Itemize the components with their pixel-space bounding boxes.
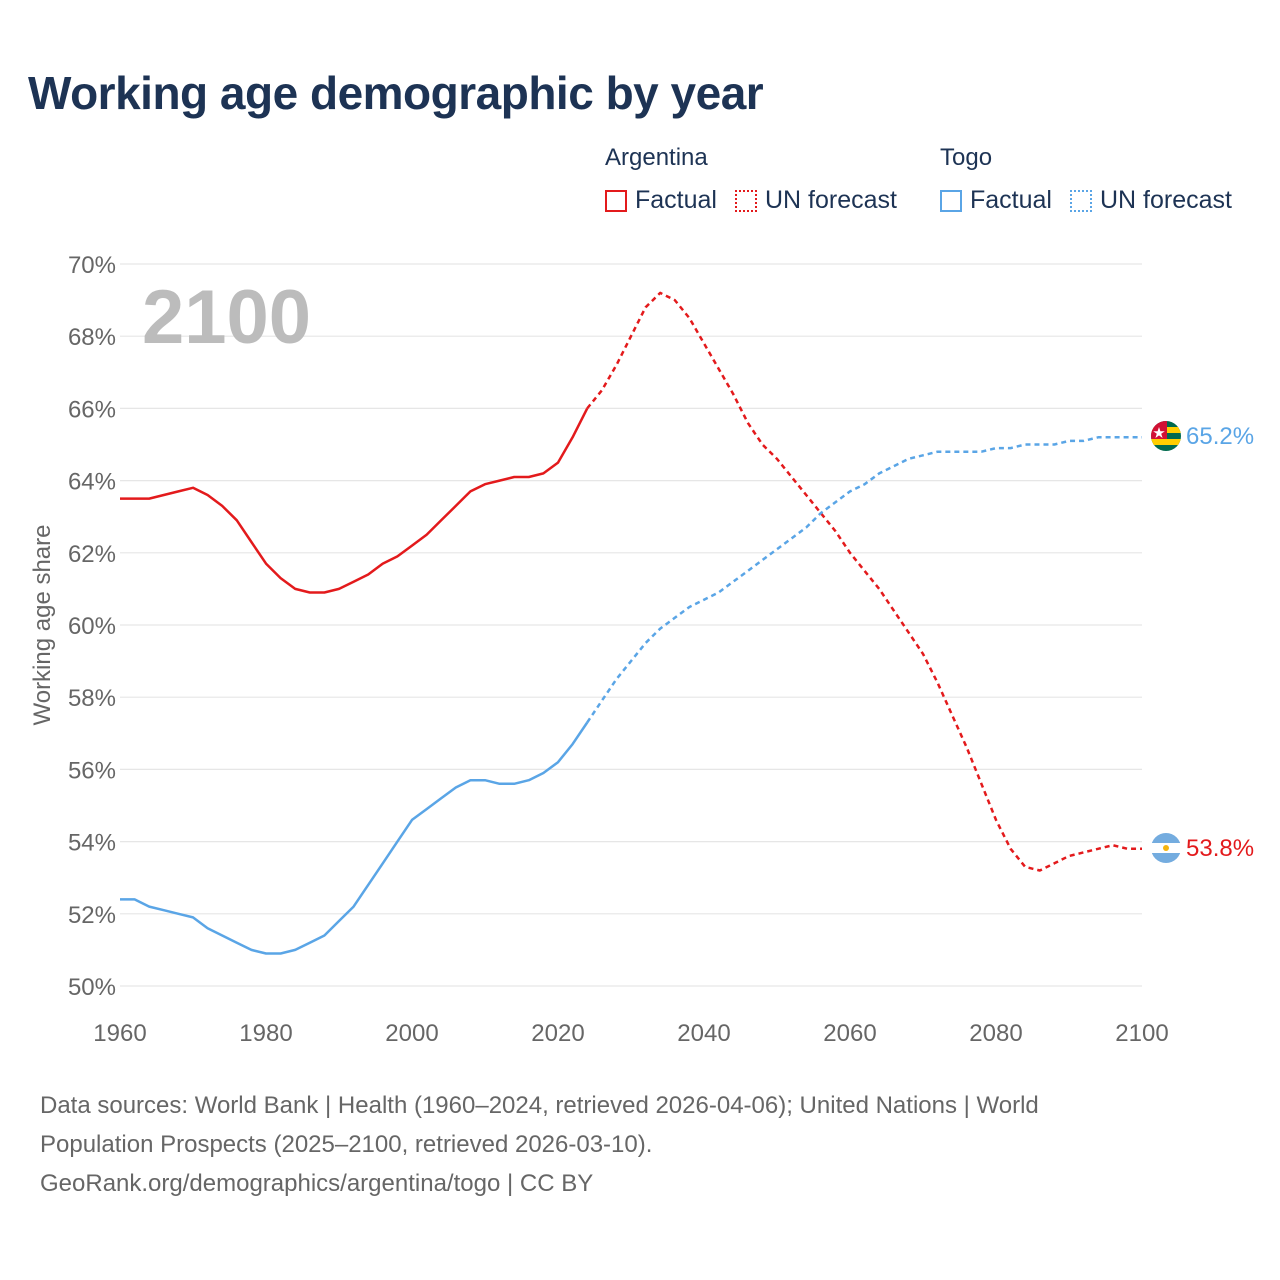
y-tick-label: 70% xyxy=(68,252,116,279)
legend-item-argentina-forecast[interactable]: UN forecast xyxy=(734,186,897,215)
legend-label-argentina-factual: Factual xyxy=(635,186,717,214)
togo-flag-icon xyxy=(1151,421,1181,451)
x-tick-label: 2020 xyxy=(531,1020,584,1047)
line-chart: 50%52%54%56%58%60%62%64%66%68%70% 1960 19… xyxy=(29,252,1254,1047)
legend-swatch-argentina-forecast xyxy=(734,189,757,212)
y-tick-label: 56% xyxy=(68,757,116,784)
series-line-argentina-factual xyxy=(120,407,589,594)
end-label-argentina: 53.8% xyxy=(1186,835,1254,862)
argentina-flag-icon xyxy=(1151,833,1181,863)
legend-togo: Togo Factual UN forecast xyxy=(940,144,1250,215)
end-label-togo: 65.2% xyxy=(1186,423,1254,450)
legend-swatch-togo-forecast xyxy=(1069,189,1092,212)
legend-country-togo: Togo xyxy=(940,144,993,171)
source-link[interactable]: GeoRank.org/demographics/argentina/togo … xyxy=(40,1170,594,1197)
legend-item-togo-forecast[interactable]: UN forecast xyxy=(1069,186,1232,215)
gridlines xyxy=(120,263,1142,987)
legend-label-argentina-forecast: UN forecast xyxy=(764,186,897,214)
series-line-argentina-forecast xyxy=(586,291,1142,872)
legend-country-argentina: Argentina xyxy=(605,144,708,171)
x-axis-ticks: 1960 1980 2000 2020 2040 2060 2080 2100 xyxy=(93,1020,1168,1047)
y-tick-label: 64% xyxy=(68,469,116,496)
y-tick-label: 58% xyxy=(68,685,116,712)
y-tick-label: 54% xyxy=(68,830,116,857)
x-tick-label: 2100 xyxy=(1115,1020,1168,1047)
y-axis-label: Working age share xyxy=(29,525,56,726)
y-tick-label: 52% xyxy=(68,902,116,929)
series-line-togo-factual xyxy=(120,721,589,955)
x-tick-label: 2000 xyxy=(385,1020,438,1047)
y-tick-label: 62% xyxy=(68,541,116,568)
y-axis-ticks: 50% 52% 54% 56% 58% 60% 62% 64% 66% 68% 70% xyxy=(68,252,116,1001)
source-line-1: Data sources: World Bank | Health (1960–… xyxy=(40,1092,1039,1119)
legend-label-togo-forecast: UN forecast xyxy=(1099,186,1232,214)
source-line-2: Population Prospects (2025–2100, retriev… xyxy=(40,1131,653,1158)
chart-title: Working age demographic by year xyxy=(28,67,764,119)
x-tick-label: 1960 xyxy=(93,1020,146,1047)
legend-swatch-togo-factual xyxy=(940,189,962,212)
data-sources: Data sources: World Bank | Health (1960–… xyxy=(40,1086,1220,1203)
y-tick-label: 66% xyxy=(68,396,116,423)
y-tick-label: 50% xyxy=(68,974,116,1001)
legend-item-argentina-factual[interactable]: Factual xyxy=(605,186,717,215)
x-tick-label: 2060 xyxy=(823,1020,876,1047)
series-line-togo-forecast xyxy=(586,436,1142,724)
legend-argentina: Argentina Factual UN forecast xyxy=(605,144,915,215)
y-tick-label: 68% xyxy=(68,324,116,351)
year-overlay: 2100 xyxy=(142,275,311,360)
x-tick-label: 1980 xyxy=(239,1020,292,1047)
legend-label-togo-factual: Factual xyxy=(970,186,1052,214)
y-tick-label: 60% xyxy=(68,613,116,640)
legend-swatch-argentina-factual xyxy=(605,189,627,212)
x-tick-label: 2080 xyxy=(969,1020,1022,1047)
series-layer xyxy=(120,291,1142,955)
legend-item-togo-factual[interactable]: Factual xyxy=(940,186,1052,215)
x-tick-label: 2040 xyxy=(677,1020,730,1047)
